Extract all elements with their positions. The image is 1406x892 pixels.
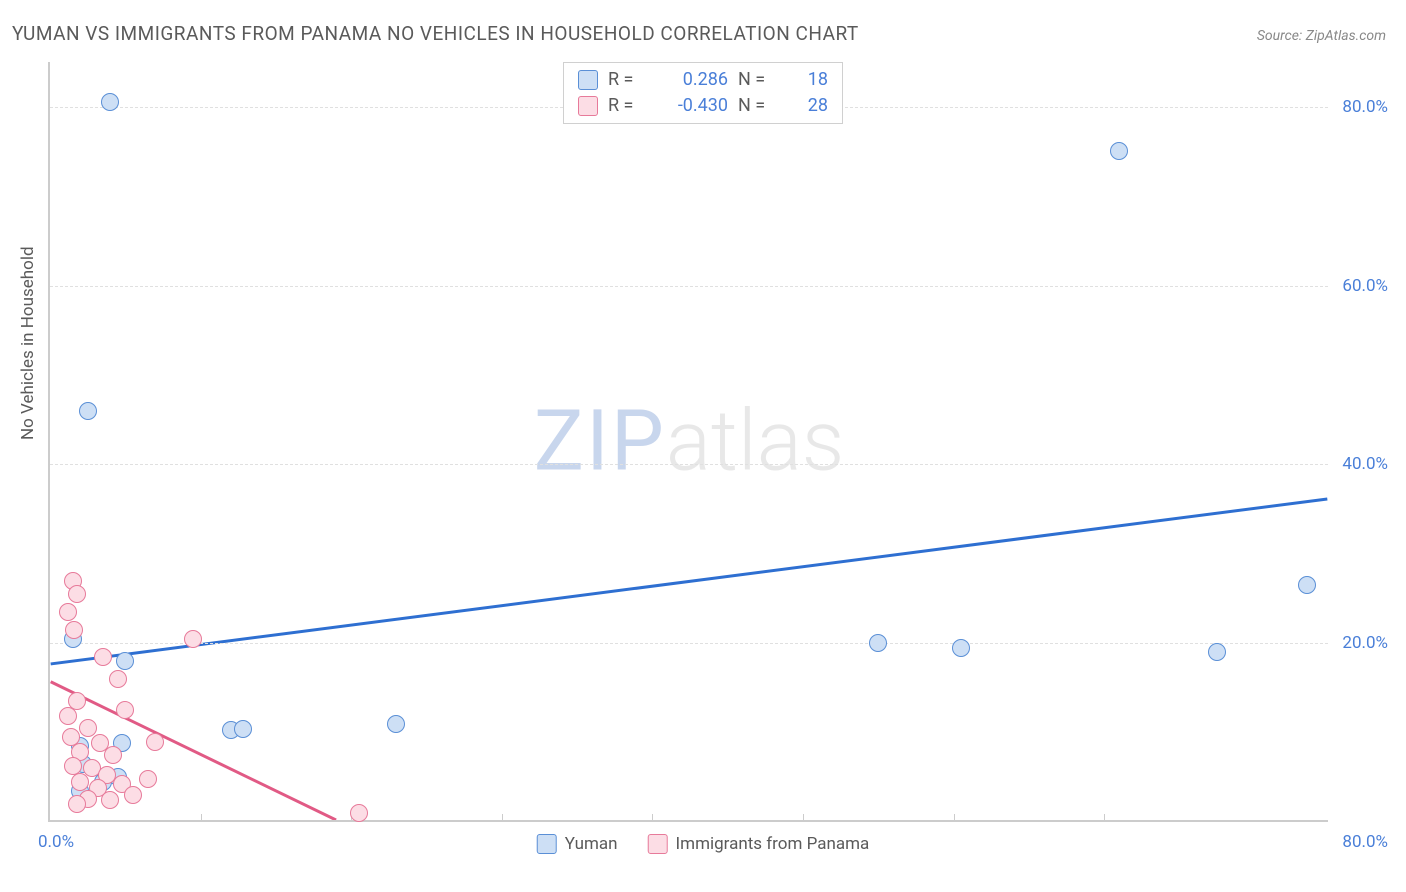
data-point <box>116 652 134 670</box>
data-point <box>124 786 142 804</box>
legend-item: Immigrants from Panama <box>648 834 870 854</box>
trend-lines-layer <box>50 62 1328 820</box>
data-point <box>68 795 86 813</box>
data-point <box>869 634 887 652</box>
legend-r-value: -0.430 <box>658 93 728 119</box>
legend-swatch <box>578 70 598 90</box>
plot-area: ZIPatlas <box>48 62 1328 822</box>
legend-r-label: R = <box>608 67 648 93</box>
data-point <box>387 715 405 733</box>
data-point <box>68 585 86 603</box>
data-point <box>79 719 97 737</box>
data-point <box>71 773 89 791</box>
data-point <box>146 733 164 751</box>
data-point <box>350 804 368 822</box>
data-point <box>65 621 83 639</box>
data-point <box>952 639 970 657</box>
watermark: ZIPatlas <box>534 392 845 491</box>
data-point <box>104 746 122 764</box>
chart-title: YUMAN VS IMMIGRANTS FROM PANAMA NO VEHIC… <box>12 22 859 45</box>
data-point <box>101 791 119 809</box>
correlation-legend: R = 0.286 N = 18 R = -0.430 N = 28 <box>563 62 843 124</box>
legend-swatch <box>537 834 557 854</box>
legend-swatch <box>578 96 598 116</box>
x-minor-tick <box>201 814 202 822</box>
legend-r-label: R = <box>608 93 648 119</box>
x-tick-label: 0.0% <box>38 832 74 852</box>
x-minor-tick <box>502 814 503 822</box>
watermark-atlas: atlas <box>666 392 845 491</box>
y-tick-label: 20.0% <box>1342 633 1388 653</box>
grid-line <box>50 464 1328 465</box>
trend-line <box>51 499 1328 664</box>
data-point <box>79 402 97 420</box>
legend-r-value: 0.286 <box>658 67 728 93</box>
grid-line <box>50 643 1328 644</box>
data-point <box>109 670 127 688</box>
legend-label: Yuman <box>565 834 618 854</box>
legend-row: R = -0.430 N = 28 <box>578 93 828 119</box>
data-point <box>139 770 157 788</box>
y-tick-label: 80.0% <box>1342 97 1388 117</box>
legend-row: R = 0.286 N = 18 <box>578 67 828 93</box>
data-point <box>116 701 134 719</box>
y-tick-label: 60.0% <box>1342 276 1388 296</box>
x-minor-tick <box>1104 814 1105 822</box>
data-point <box>94 648 112 666</box>
legend-n-label: N = <box>738 93 778 119</box>
x-tick-label: 80.0% <box>1342 832 1388 852</box>
legend-n-value: 28 <box>788 93 828 119</box>
data-point <box>1208 643 1226 661</box>
data-point <box>59 707 77 725</box>
data-point <box>1298 576 1316 594</box>
x-minor-tick <box>954 814 955 822</box>
legend-n-value: 18 <box>788 67 828 93</box>
y-tick-label: 40.0% <box>1342 454 1388 474</box>
series-legend: Yuman Immigrants from Panama <box>537 834 870 854</box>
legend-item: Yuman <box>537 834 618 854</box>
legend-label: Immigrants from Panama <box>676 834 870 854</box>
grid-line <box>50 286 1328 287</box>
legend-swatch <box>648 834 668 854</box>
y-axis-title: No Vehicles in Household <box>18 246 38 440</box>
data-point <box>234 720 252 738</box>
data-point <box>184 630 202 648</box>
legend-n-label: N = <box>738 67 778 93</box>
x-minor-tick <box>803 814 804 822</box>
data-point <box>59 603 77 621</box>
watermark-zip: ZIP <box>534 392 666 491</box>
data-point <box>1110 142 1128 160</box>
data-point <box>101 93 119 111</box>
source-attribution: Source: ZipAtlas.com <box>1257 28 1386 44</box>
x-minor-tick <box>652 814 653 822</box>
